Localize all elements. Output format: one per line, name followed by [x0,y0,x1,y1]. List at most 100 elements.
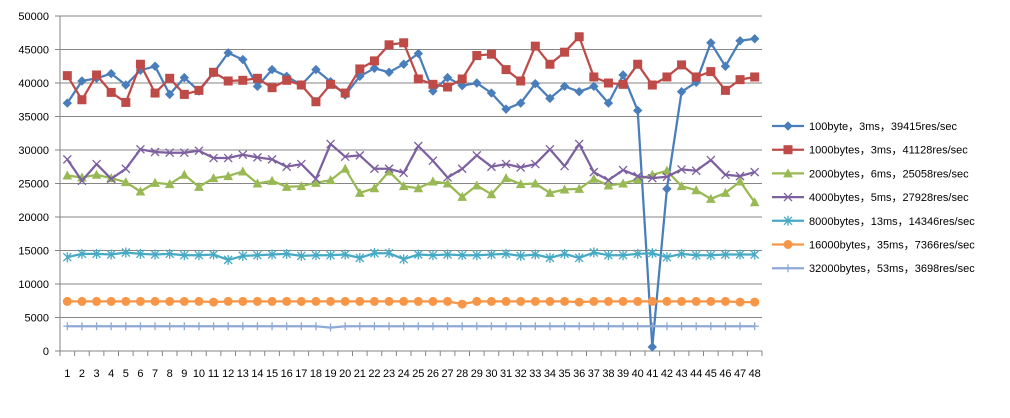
data-point [516,250,526,261]
data-point [545,93,555,104]
data-point [223,153,233,163]
data-point [399,254,409,265]
data-point [355,64,365,74]
data-point [443,82,453,92]
data-point [267,249,277,260]
series-6 [62,296,760,309]
legend-marker [783,168,793,178]
data-point [267,64,277,75]
data-point [735,75,745,85]
data-point [750,297,760,307]
data-point [647,80,657,90]
data-point [121,247,131,258]
data-point [633,322,642,331]
data-point [311,296,321,306]
data-point [428,86,438,96]
data-point [749,34,760,44]
data-point [735,171,745,181]
data-point [530,78,541,89]
data-point [399,296,409,306]
data-point [750,249,760,260]
x-tick-label: 15 [266,368,278,380]
legend-marker [783,215,793,226]
x-tick-label: 9 [181,368,187,380]
x-tick-label: 23 [383,368,395,380]
data-point [194,85,204,95]
data-point [545,144,555,154]
data-point [281,181,292,191]
data-point [238,54,248,65]
data-point [62,296,72,306]
data-point [135,186,146,196]
legend-label: 1000bytes，3ms，41128res/sec [809,145,968,157]
y-tick-label: 20000 [18,212,49,224]
data-point [515,98,526,108]
x-tick-label: 11 [208,368,219,380]
x-tick-label: 42 [661,368,673,380]
data-point [399,168,409,178]
data-point [458,322,467,331]
x-tick-label: 31 [500,368,512,380]
data-point [369,183,380,193]
data-point [560,47,570,57]
data-point [647,342,658,352]
data-point [150,177,160,187]
data-point [91,169,102,179]
data-point [63,322,72,331]
data-point [121,322,130,331]
series-1 [62,34,760,352]
data-point [413,296,423,306]
data-point [106,87,116,97]
data-point [209,153,219,163]
data-point [311,97,321,107]
data-point [311,64,321,75]
data-point [413,74,423,84]
series-group [62,32,760,352]
data-point [706,322,715,331]
data-point [223,254,233,265]
data-point [296,80,306,90]
data-point [311,177,321,187]
data-point [223,48,233,58]
data-point [632,174,643,184]
data-point [296,250,306,261]
x-tick-label: 45 [705,368,717,380]
data-point [311,250,321,261]
data-point [106,296,116,306]
data-point [749,197,760,207]
data-point [62,71,72,81]
x-tick-label: 12 [222,368,234,380]
x-tick-label: 28 [456,368,468,380]
data-point [472,150,482,160]
data-point [267,175,277,185]
data-point [603,250,613,261]
data-point [150,61,160,71]
data-point [428,296,438,306]
y-tick-label: 40000 [18,78,49,90]
data-point [165,296,175,306]
data-point [224,322,233,331]
data-point [77,76,87,86]
data-point [574,252,584,263]
data-point [268,322,277,331]
data-point [355,296,365,306]
data-point [398,181,409,191]
data-point [369,56,379,66]
data-point [677,296,687,306]
data-point [515,179,526,189]
data-point [252,81,263,92]
legend-label: 4000bytes，5ms，27928res/sec [809,192,969,204]
y-tick-label: 30000 [18,145,49,157]
data-point [150,249,160,260]
data-point [165,73,175,83]
data-point [589,296,599,306]
data-point [165,322,174,331]
data-point [486,249,496,260]
data-point [589,322,598,331]
data-point [545,296,555,306]
y-tick-label: 45000 [18,45,49,57]
data-point [370,322,379,331]
data-point [603,98,614,108]
data-point [647,248,657,259]
